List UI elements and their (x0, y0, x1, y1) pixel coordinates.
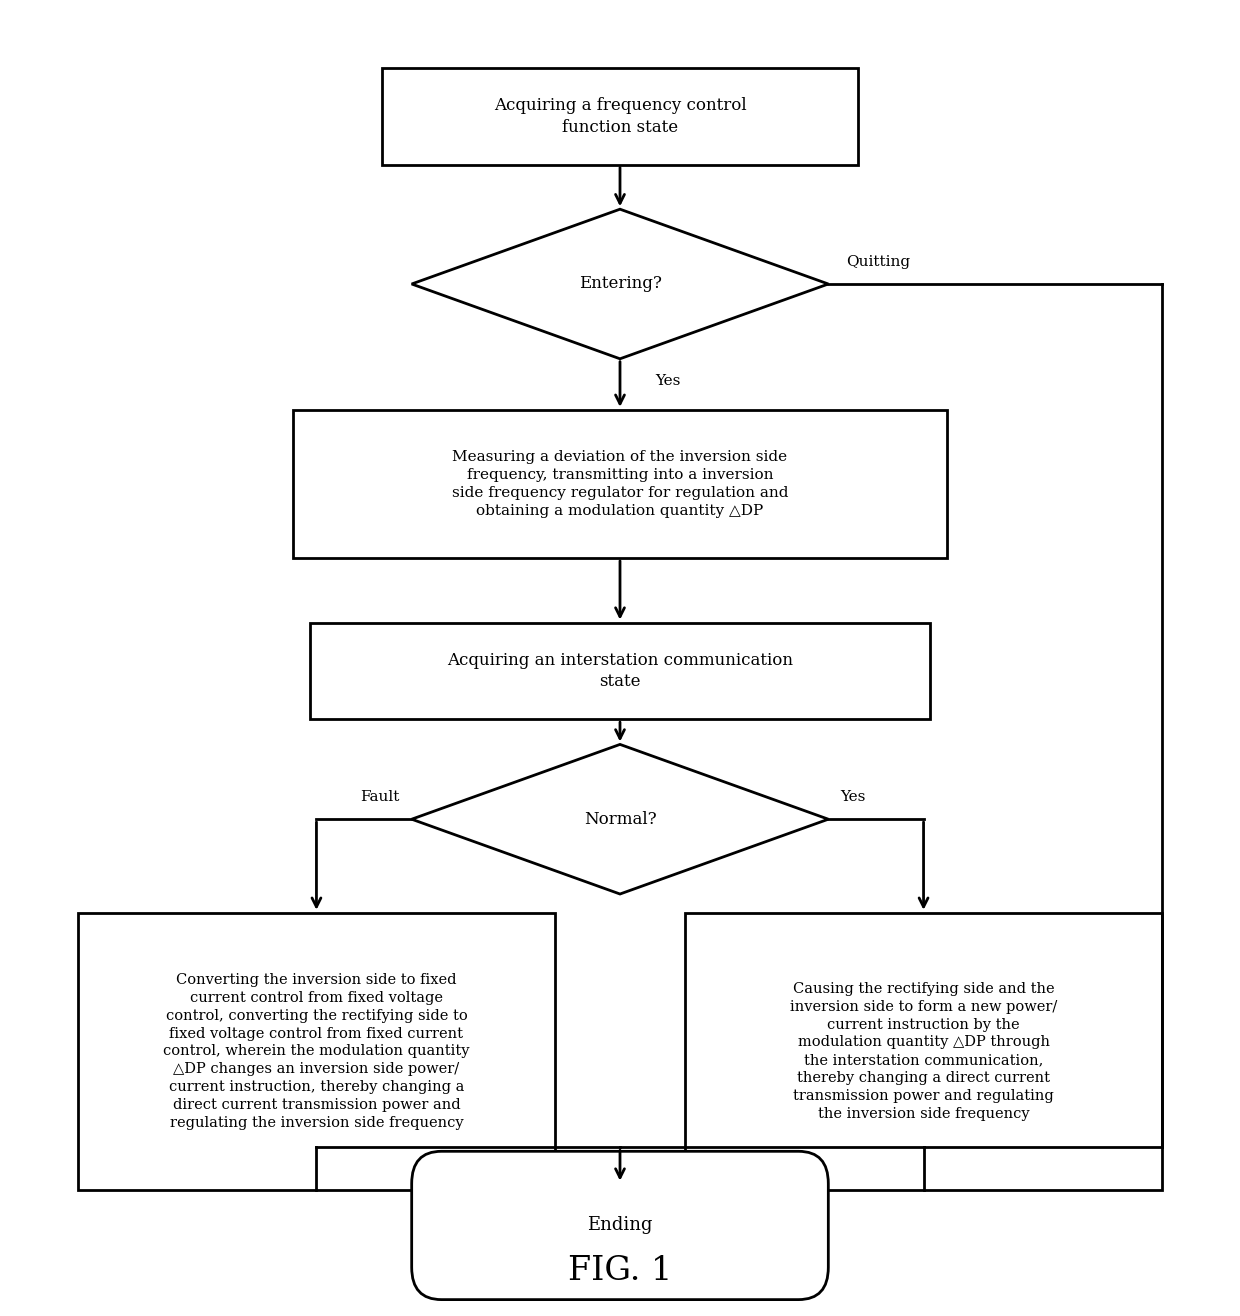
Bar (382, 68, 858, 164)
Bar (686, 913, 1162, 1190)
Text: Fault: Fault (361, 790, 399, 804)
Text: Quitting: Quitting (846, 254, 910, 268)
Text: Acquiring an interstation communication
state: Acquiring an interstation communication … (446, 651, 794, 690)
Polygon shape (412, 209, 828, 359)
Text: Causing the rectifying side and the
inversion side to form a new power/
current : Causing the rectifying side and the inve… (790, 982, 1058, 1121)
Text: Converting the inversion side to fixed
current control from fixed voltage
contro: Converting the inversion side to fixed c… (164, 973, 470, 1129)
Polygon shape (412, 745, 828, 894)
Bar (78, 913, 554, 1190)
Text: Entering?: Entering? (579, 275, 661, 292)
Text: Acquiring a frequency control
function state: Acquiring a frequency control function s… (494, 97, 746, 136)
FancyBboxPatch shape (412, 1152, 828, 1300)
Text: Ending: Ending (588, 1216, 652, 1234)
Text: Yes: Yes (841, 790, 866, 804)
Bar (310, 622, 930, 720)
Text: FIG. 1: FIG. 1 (568, 1255, 672, 1287)
Text: Measuring a deviation of the inversion side
frequency, transmitting into a inver: Measuring a deviation of the inversion s… (451, 450, 789, 517)
Bar (293, 409, 947, 558)
Text: Yes: Yes (656, 374, 681, 388)
Text: Normal?: Normal? (584, 811, 656, 828)
